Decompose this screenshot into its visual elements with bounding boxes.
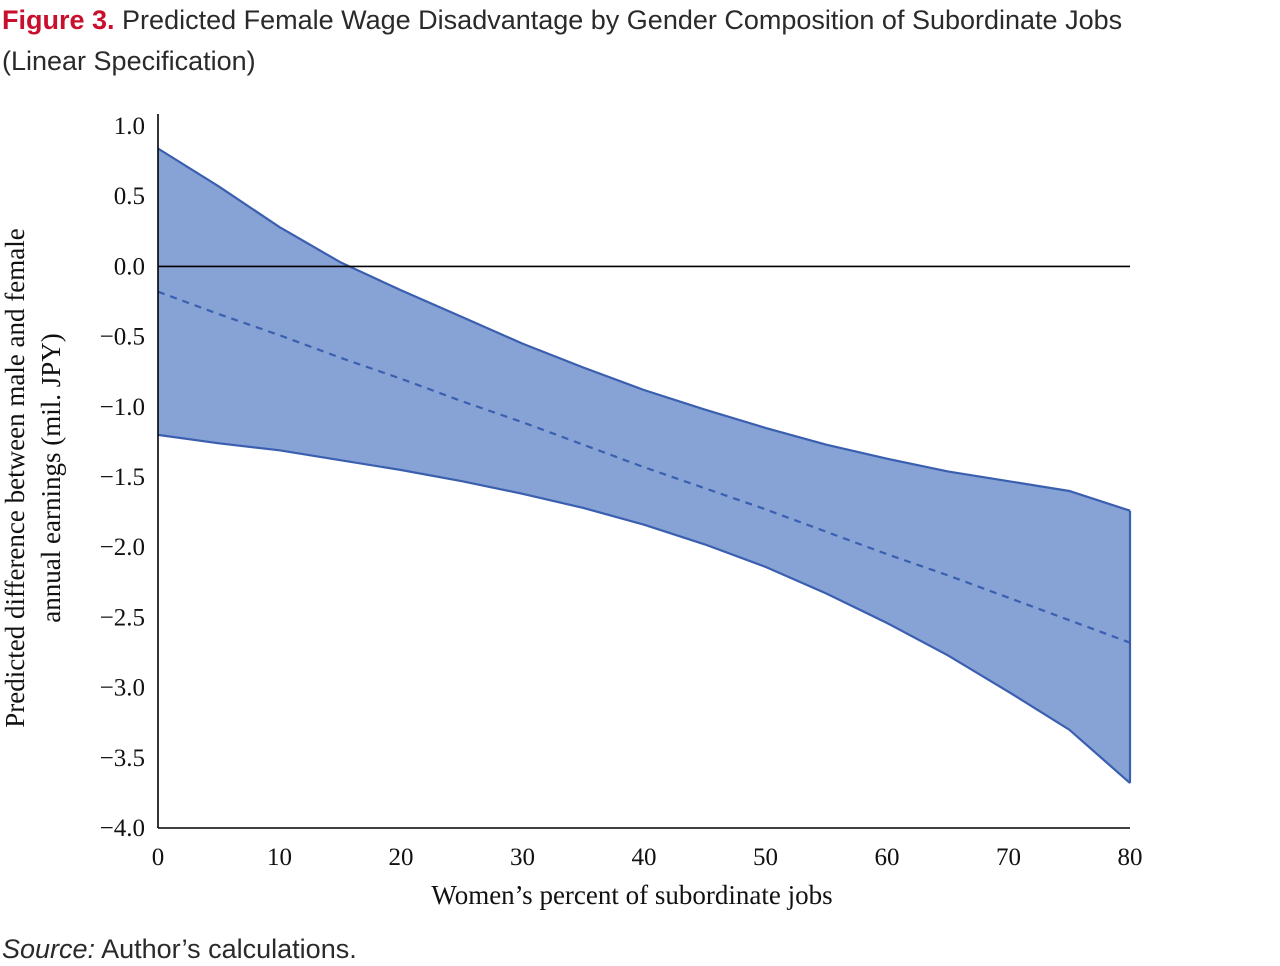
point-estimate-line (157, 290, 1131, 644)
x-tick-label: 0 (152, 844, 165, 871)
y-tick-label: −3.0 (100, 675, 145, 702)
y-axis-label-line1: Predicted difference between male and fe… (0, 228, 30, 728)
y-tick-label: −2.5 (100, 604, 145, 631)
figure-title-block: Figure 3. Predicted Female Wage Disadvan… (2, 0, 1278, 82)
figure-title: Predicted Female Wage Disadvantage by Ge… (122, 5, 1123, 35)
x-tick-label: 20 (389, 844, 414, 871)
confidence-band (158, 148, 1130, 784)
x-tick-label: 80 (1118, 844, 1143, 871)
chart: 1.0 0.5 0.0 −0.5 −1.0 −1.5 −2.0 −2.5 −3.0 −3.5 −4.… (0, 113, 1143, 910)
source-text: Author’s calculations. (95, 934, 357, 964)
upper-bound-line (157, 147, 1131, 512)
y-tick-label: −2.0 (100, 534, 145, 561)
figure-subtitle: (Linear Specification) (2, 46, 256, 76)
source-label: Source: (2, 934, 96, 964)
source-note: Source: Author’s calculations. (2, 934, 357, 965)
x-axis-label: Women’s percent of subordinate jobs (431, 880, 832, 910)
x-tick-label: 10 (267, 844, 292, 871)
lower-bound-line (157, 433, 1131, 784)
y-tick-label: −0.5 (100, 324, 145, 351)
y-tick-label: −3.5 (100, 745, 145, 772)
y-tick-label: −4.0 (100, 815, 145, 842)
y-axis-label-line2: annual earnings (mil. JPY) (36, 333, 66, 622)
y-tick-label: 1.0 (114, 113, 145, 140)
x-tick-label: 30 (510, 844, 535, 871)
x-tick-label: 60 (875, 844, 900, 871)
x-tick-label: 40 (632, 844, 657, 871)
y-tick-label: −1.0 (100, 394, 145, 421)
y-tick-label: −1.5 (100, 464, 145, 491)
x-tick-label: 70 (996, 844, 1021, 871)
figure-number: Figure 3. (2, 5, 115, 35)
x-tick-label: 50 (753, 844, 778, 871)
y-tick-label: 0.5 (114, 183, 145, 210)
y-tick-label: 0.0 (114, 253, 145, 280)
